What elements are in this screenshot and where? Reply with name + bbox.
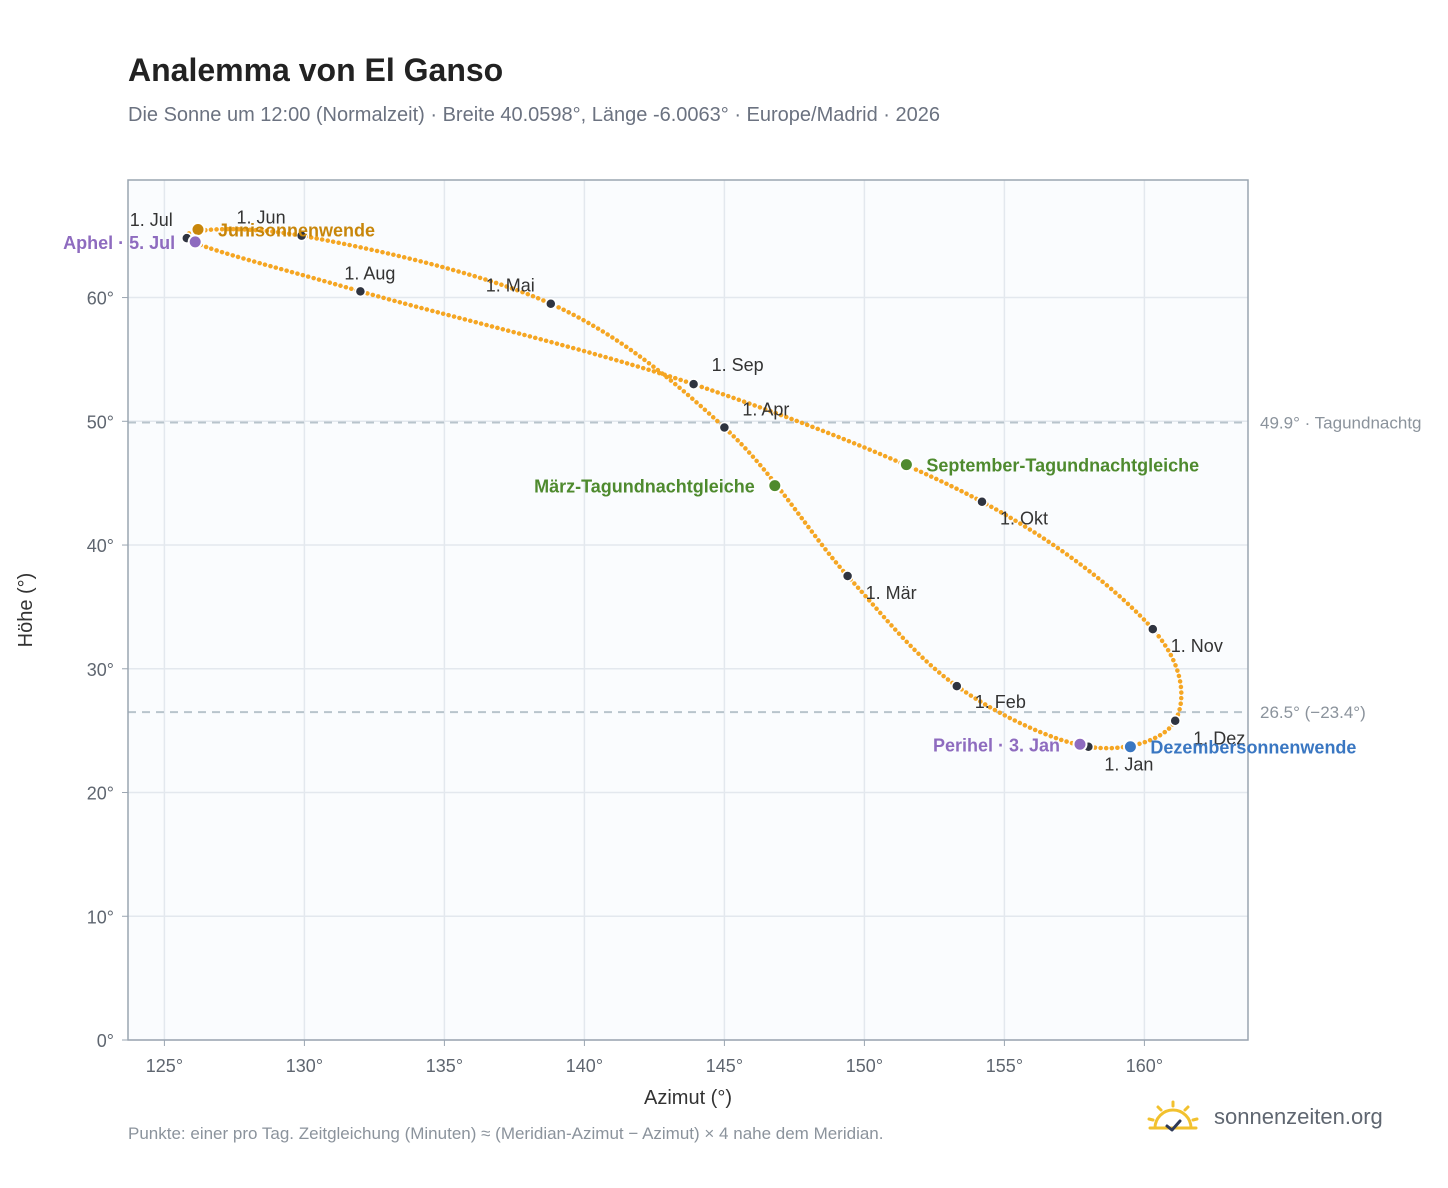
event-marker-label: Dezembersonnenwende (1150, 738, 1356, 758)
x-tick-label: 155° (986, 1056, 1023, 1076)
x-axis-ticks: 125° 130° 135° 140° 145° 150° 155° 160° (146, 1040, 1163, 1076)
event-marker-label: Perihel · 3. Jan (933, 735, 1060, 755)
y-tick-label: 0° (97, 1031, 114, 1051)
x-tick-label: 150° (846, 1056, 883, 1076)
month-marker-label: 1. Okt (1000, 509, 1048, 529)
month-marker-label: 1. Mai (486, 276, 535, 296)
month-marker-label: 1. Jan (1104, 755, 1153, 775)
brand[interactable]: sonnenzeiten.org (1146, 1100, 1383, 1134)
event-marker-label: Junisonnenwende (218, 220, 375, 240)
month-marker-label: 1. Nov (1171, 636, 1223, 656)
month-marker (951, 680, 963, 692)
event-marker (187, 234, 203, 250)
event-marker-label: September-Tagundnachtgleiche (926, 456, 1199, 476)
x-tick-label: 135° (426, 1056, 463, 1076)
reference-lines: 49.9° · Tagundnachtg 26.5° (−23.4°) (128, 414, 1422, 722)
y-tick-label: 30° (87, 660, 114, 680)
footnote: Punkte: einer pro Tag. Zeitgleichung (Mi… (128, 1124, 884, 1143)
x-tick-label: 130° (286, 1056, 323, 1076)
month-marker-label: 1. Feb (975, 692, 1026, 712)
event-marker-label: Aphel · 5. Jul (63, 233, 175, 253)
y-tick-label: 60° (87, 289, 114, 309)
month-marker (687, 378, 700, 390)
month-marker (1169, 714, 1181, 727)
month-marker (1147, 623, 1159, 635)
y-axis-label: Höhe (°) (15, 573, 37, 648)
y-tick-label: 50° (87, 412, 114, 432)
month-marker (295, 229, 308, 242)
month-marker-label: 1. Jun (237, 208, 286, 228)
month-marker-label: 1. Apr (742, 399, 789, 419)
month-marker-label: 1. Jul (130, 210, 173, 230)
sun-check-icon (1147, 1100, 1199, 1132)
month-marker (354, 285, 367, 298)
month-marker (841, 570, 854, 582)
month-marker-label: 1. Sep (712, 355, 764, 375)
brand-name[interactable]: sonnenzeiten.org (1214, 1104, 1383, 1129)
month-marker (718, 421, 731, 434)
chart-subtitle: Die Sonne um 12:00 (Normalzeit) · Breite… (128, 104, 941, 126)
event-marker (767, 478, 783, 494)
y-axis-ticks: 0° 10° 20° 30° 40° 50° 60° (87, 289, 128, 1051)
y-tick-label: 20° (87, 784, 114, 804)
x-tick-label: 160° (1126, 1056, 1163, 1076)
event-marker (898, 457, 914, 473)
event-marker (1072, 736, 1088, 752)
chart-title: Analemma von El Ganso (128, 52, 504, 88)
month-markers: 1. Jan 1. Feb 1. Mär 1. Apr 1. Mai 1. Jun 1. J… (130, 208, 1245, 775)
month-marker (545, 297, 557, 310)
event-marker (1122, 739, 1138, 755)
x-tick-label: 145° (706, 1056, 743, 1076)
plot-area (128, 180, 1248, 1040)
month-marker-label: 1. Mär (866, 583, 917, 603)
event-marker-label: März-Tagundnachtgleiche (534, 477, 755, 497)
month-marker-label: 1. Dez (1193, 729, 1245, 749)
month-marker-label: 1. Aug (344, 263, 395, 283)
event-marker (190, 221, 206, 237)
reference-line-label: 49.9° · Tagundnachtg (1260, 414, 1422, 433)
event-markers: März-Tagundnachtgleiche September-Tagundn… (63, 220, 1356, 757)
y-tick-label: 10° (87, 907, 114, 927)
plot-frame (127, 179, 1249, 1041)
x-tick-label: 125° (146, 1056, 183, 1076)
x-tick-label: 140° (566, 1056, 603, 1076)
x-axis-label: Azimut (°) (644, 1087, 732, 1109)
y-tick-label: 40° (87, 536, 114, 556)
reference-line-label: 26.5° (−23.4°) (1260, 703, 1366, 722)
month-marker (976, 495, 988, 508)
